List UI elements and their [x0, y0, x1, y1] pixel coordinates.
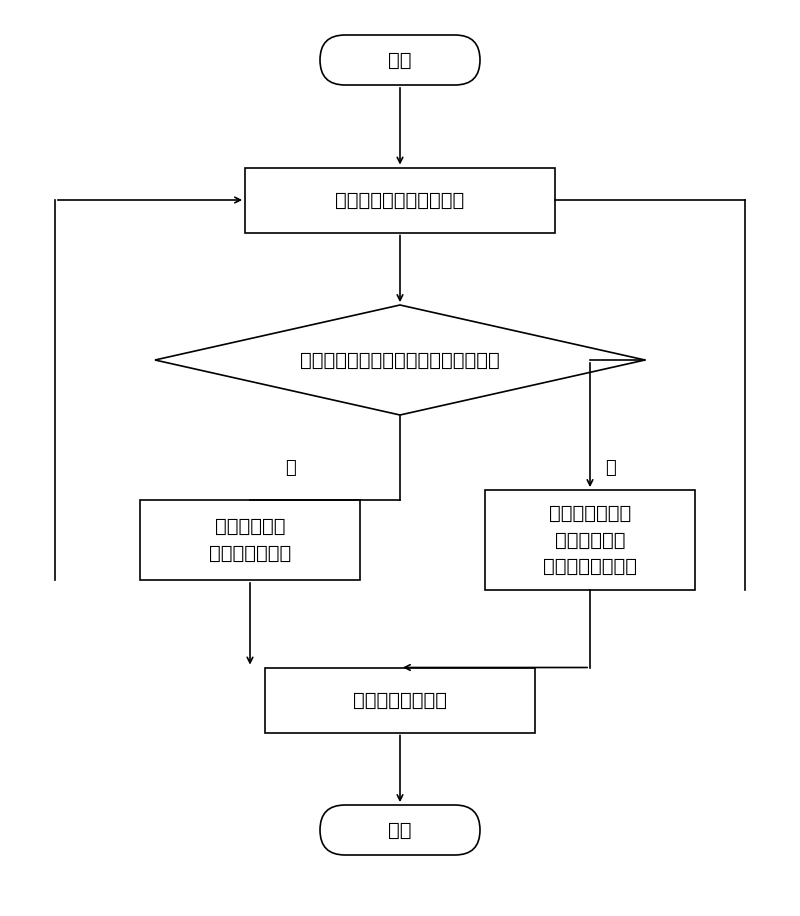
Text: 开启内循环泵
开启加热器加热: 开启内循环泵 开启加热器加热: [209, 518, 291, 562]
Bar: [485, 490, 695, 590]
Text: 否: 否: [605, 459, 615, 477]
Text: 保持最佳工作温度: 保持最佳工作温度: [353, 691, 447, 710]
Bar: [245, 168, 555, 233]
FancyBboxPatch shape: [320, 805, 480, 855]
Text: 启动: 启动: [388, 50, 412, 70]
Text: 是否低于燃料电池堆最佳工作温度区域: 是否低于燃料电池堆最佳工作温度区域: [300, 351, 500, 369]
Text: 是: 是: [285, 459, 295, 477]
FancyBboxPatch shape: [320, 35, 480, 85]
Text: 加热器停止加热
关闭内循环泵
开启外循环泵散热: 加热器停止加热 关闭内循环泵 开启外循环泵散热: [543, 504, 637, 576]
Polygon shape: [155, 305, 645, 415]
Bar: [265, 668, 535, 733]
Bar: [140, 500, 360, 580]
Text: 结束: 结束: [388, 821, 412, 839]
Text: 检测燃料电池堆出口温度: 检测燃料电池堆出口温度: [335, 191, 465, 210]
